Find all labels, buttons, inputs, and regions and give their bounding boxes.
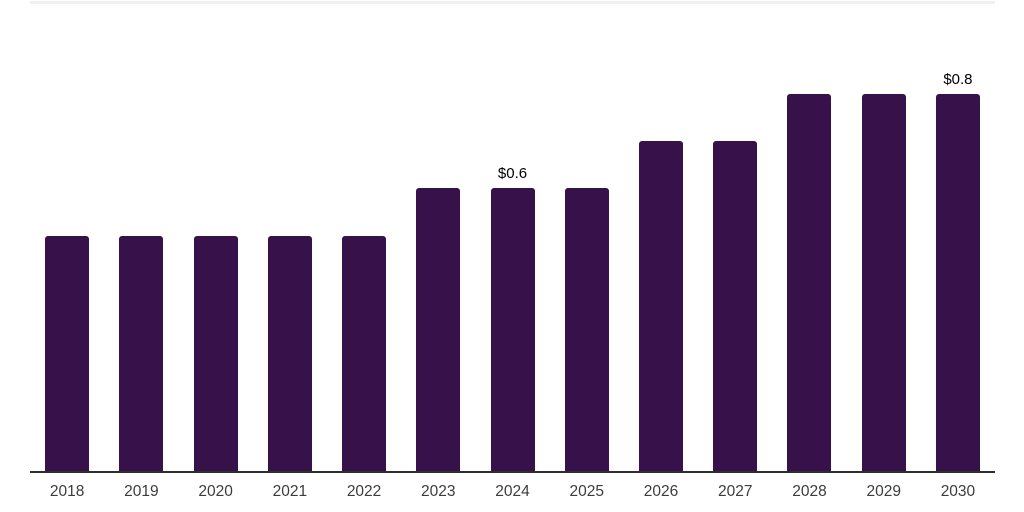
x-tick-2030: 2030 (940, 483, 976, 500)
x-tick-2026: 2026 (643, 483, 679, 500)
bar-cell-2028 (772, 0, 846, 471)
bar-2020[interactable] (193, 235, 238, 471)
x-tick-2022: 2022 (346, 483, 382, 500)
x-axis-line (30, 471, 995, 473)
x-tick-2028: 2028 (792, 483, 827, 500)
x-tick-2029: 2029 (866, 483, 901, 500)
bar-cell-2023 (401, 0, 475, 471)
bar-2023[interactable] (416, 188, 461, 471)
bar-chart: $0.6 $0.8 2018 2019 2020 2021 2022 2023 2024 202… (30, 0, 995, 512)
bar-2030[interactable] (935, 94, 980, 471)
bar-2029[interactable] (861, 94, 906, 471)
x-tick-2018: 2018 (49, 483, 85, 500)
bar-cell-2018 (30, 0, 104, 471)
x-axis-labels: 2018 2019 2020 2021 2022 2023 2024 2025 2026 2027… (30, 483, 995, 502)
x-tick-2025: 2025 (569, 483, 604, 500)
x-tick-2027: 2027 (717, 483, 753, 500)
bar-cell-2029 (847, 0, 921, 471)
bar-value-label-2024: $0.6 (497, 165, 528, 183)
plot-area: $0.6 $0.8 (30, 0, 995, 471)
bar-value-label-2030: $0.8 (943, 71, 973, 89)
bar-cell-2019 (104, 0, 178, 471)
bar-cell-2026 (624, 0, 698, 471)
bar-cell-2021 (253, 0, 327, 471)
bar-cell-2027 (698, 0, 772, 471)
bar-2022[interactable] (342, 235, 387, 471)
top-gridline (30, 1, 995, 4)
x-tick-2021: 2021 (272, 483, 308, 500)
bar-2027[interactable] (713, 141, 758, 471)
bar-cell-2024: $0.6 (475, 0, 549, 471)
bar-cell-2030: $0.8 (921, 0, 995, 471)
bar-2028[interactable] (787, 94, 832, 471)
bar-2018[interactable] (45, 235, 90, 471)
x-tick-2023: 2023 (421, 483, 456, 500)
bar-2024[interactable] (490, 188, 535, 471)
bar-cell-2025 (550, 0, 624, 471)
x-tick-2024: 2024 (495, 483, 530, 500)
x-tick-2020: 2020 (198, 483, 233, 500)
x-tick-2019: 2019 (124, 483, 159, 500)
bar-2021[interactable] (267, 235, 312, 471)
bar-2025[interactable] (564, 188, 609, 471)
bar-2026[interactable] (638, 141, 683, 471)
bar-cell-2020 (178, 0, 252, 471)
bar-cell-2022 (327, 0, 401, 471)
bar-2019[interactable] (119, 235, 164, 471)
